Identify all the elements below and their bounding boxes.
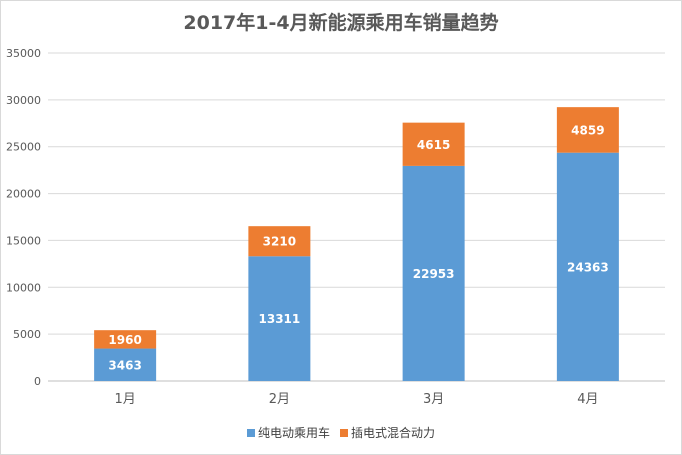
bar-segment bbox=[248, 256, 311, 381]
legend-swatch bbox=[340, 428, 348, 437]
bar-segment bbox=[556, 152, 619, 381]
y-tick-label: 25000 bbox=[6, 141, 41, 154]
y-tick-label: 20000 bbox=[6, 188, 41, 201]
x-axis-ticks: 1月 2月 3月 4月 bbox=[114, 392, 598, 407]
data-label: 3210 bbox=[263, 235, 296, 249]
chart-title: 2017年1-4月新能源乘用车销量趋势 bbox=[183, 12, 499, 34]
y-tick-label: 5000 bbox=[13, 328, 41, 341]
legend-swatch bbox=[246, 428, 255, 437]
y-tick-label: 35000 bbox=[6, 47, 41, 60]
legend-label: 插电式混合动力 bbox=[351, 426, 436, 440]
data-label: 22953 bbox=[413, 267, 455, 281]
y-tick-label: 10000 bbox=[6, 281, 41, 294]
y-tick-label: 0 bbox=[34, 375, 41, 388]
bars bbox=[94, 107, 619, 381]
y-tick-label: 30000 bbox=[6, 94, 41, 107]
x-tick-label: 2月 bbox=[269, 392, 290, 407]
x-tick-label: 1月 bbox=[114, 392, 135, 407]
y-axis-ticks: 0 5000 10000 15000 20000 25000 30000 35000 bbox=[6, 47, 41, 388]
y-tick-label: 15000 bbox=[6, 234, 41, 247]
legend: 纯电动乘用车 插电式混合动力 bbox=[0, 424, 682, 441]
data-label: 3463 bbox=[108, 358, 141, 372]
bar-segment bbox=[94, 348, 157, 381]
data-label: 4615 bbox=[417, 138, 450, 152]
data-label: 13311 bbox=[259, 312, 301, 326]
data-label: 4859 bbox=[571, 123, 604, 137]
legend-item: 纯电动乘用车 bbox=[246, 424, 330, 441]
x-tick-label: 3月 bbox=[423, 392, 444, 407]
bar-segment bbox=[556, 107, 619, 153]
legend-item: 插电式混合动力 bbox=[340, 424, 435, 441]
data-label: 1960 bbox=[108, 333, 141, 347]
bar-segment bbox=[94, 330, 157, 349]
x-tick-label: 4月 bbox=[577, 392, 598, 407]
bar-segment bbox=[402, 122, 465, 166]
bar-segment bbox=[248, 226, 311, 257]
legend-label: 纯电动乘用车 bbox=[257, 426, 330, 440]
bar-segment bbox=[402, 165, 465, 381]
data-labels: 3463 1960 13311 3210 22953 4615 24363 4859 bbox=[108, 123, 608, 372]
data-label: 24363 bbox=[567, 260, 609, 274]
